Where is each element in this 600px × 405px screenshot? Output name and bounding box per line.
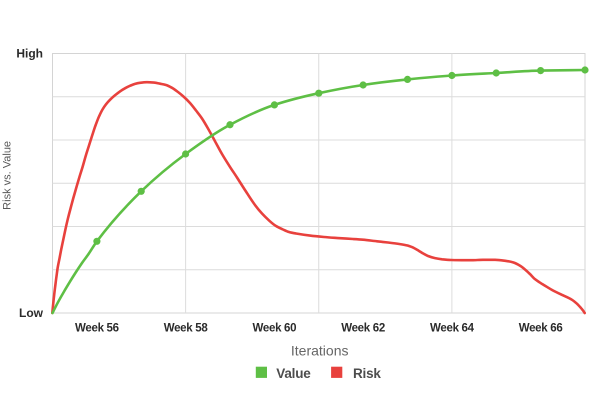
svg-text:Risk vs. Value: Risk vs. Value bbox=[1, 141, 13, 210]
svg-text:Week 66: Week 66 bbox=[519, 323, 563, 335]
svg-text:Low: Low bbox=[19, 306, 44, 320]
svg-text:Week 62: Week 62 bbox=[341, 323, 385, 335]
svg-text:High: High bbox=[16, 47, 43, 61]
svg-text:Value: Value bbox=[276, 366, 311, 381]
svg-text:Week 60: Week 60 bbox=[253, 323, 297, 335]
svg-text:Iterations: Iterations bbox=[291, 343, 349, 359]
svg-text:Week 64: Week 64 bbox=[430, 323, 475, 335]
svg-text:Risk: Risk bbox=[353, 366, 381, 381]
svg-text:Week 58: Week 58 bbox=[164, 323, 209, 335]
svg-text:Week 56: Week 56 bbox=[75, 323, 119, 335]
